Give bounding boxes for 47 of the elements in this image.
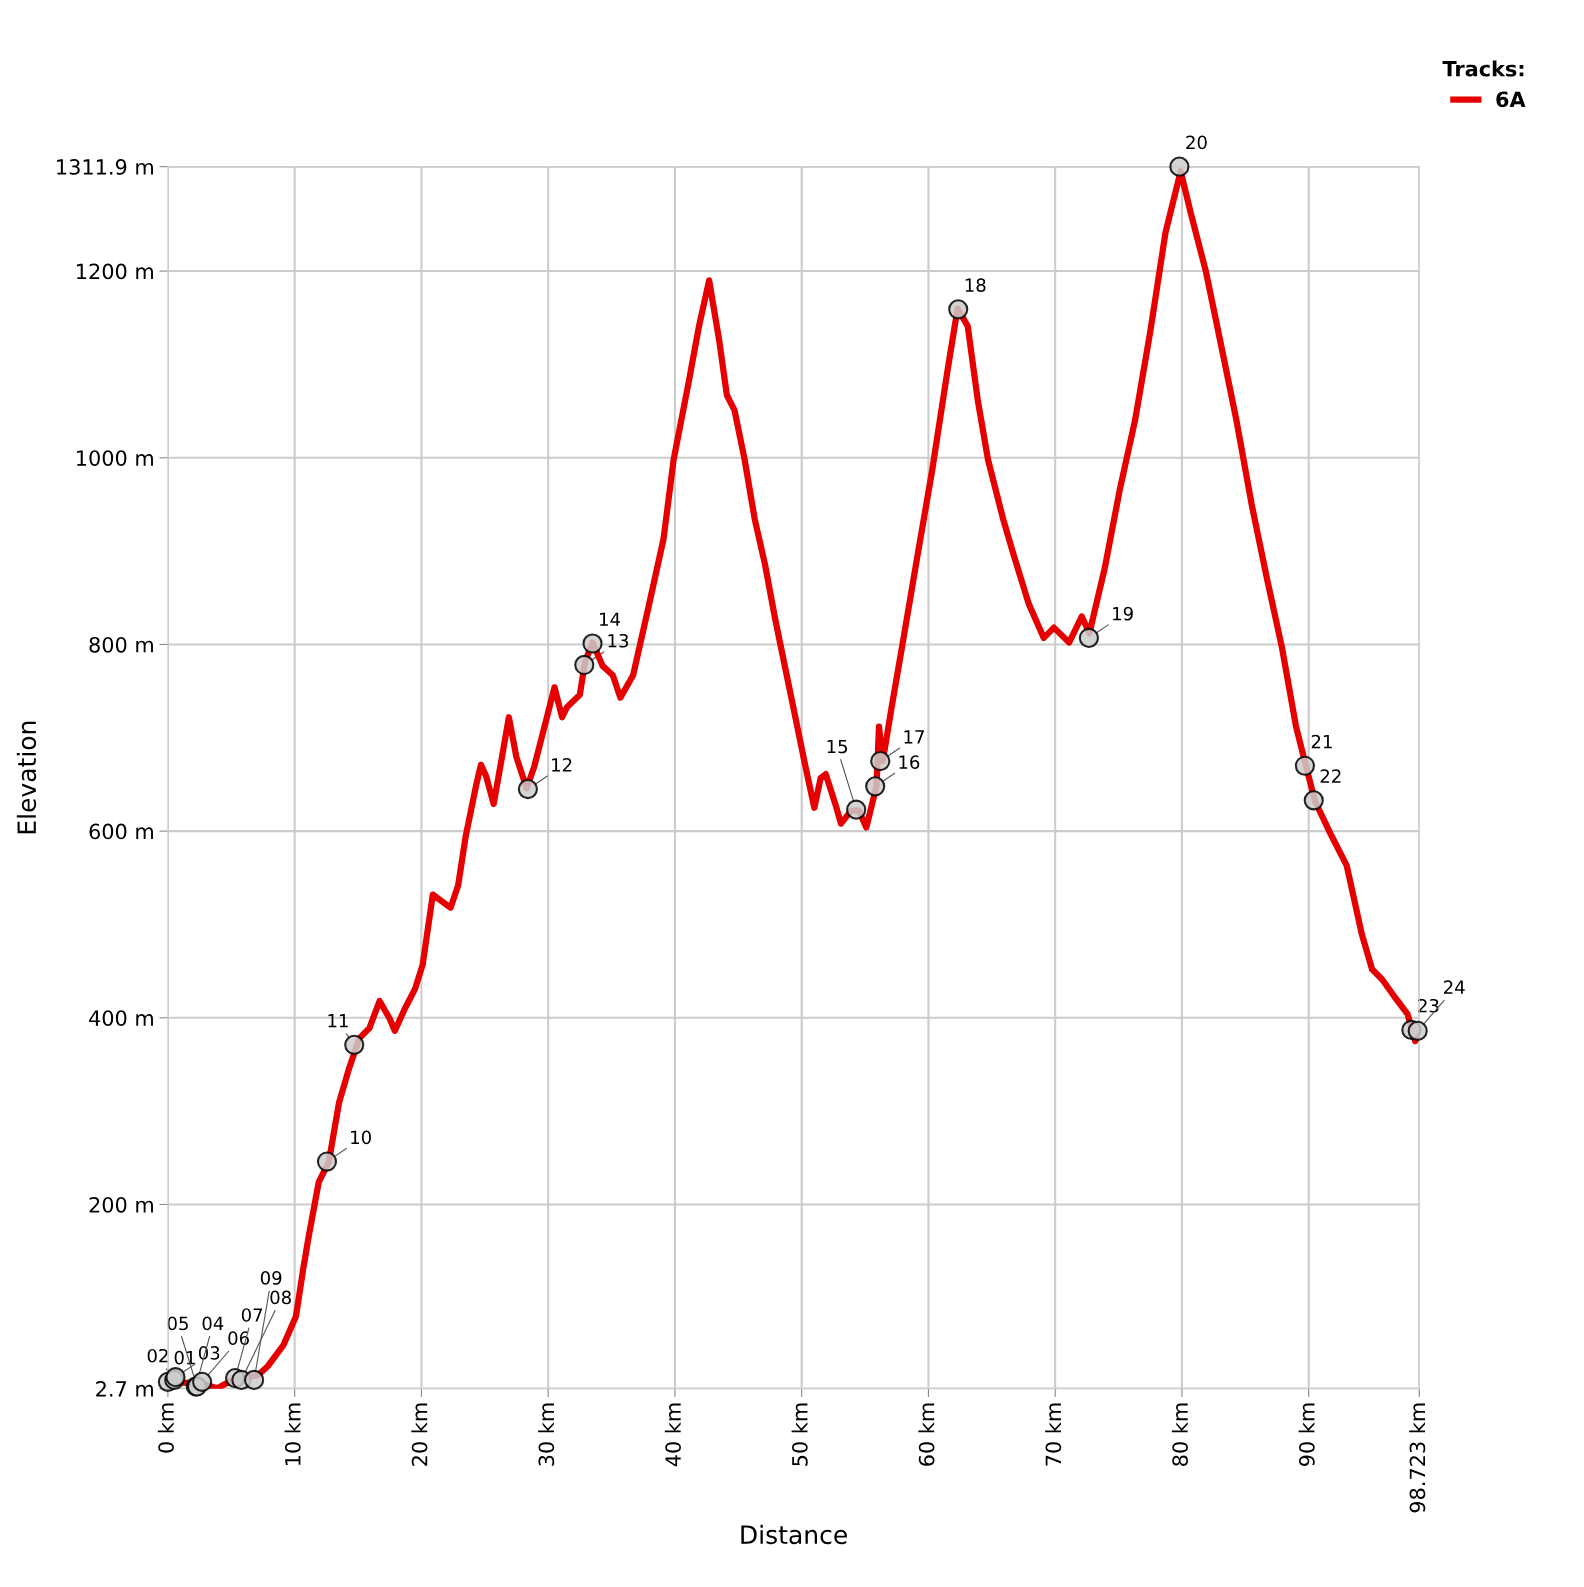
annotation: 16 bbox=[899, 755, 920, 769]
y-tick-label: 1200 m bbox=[77, 263, 153, 280]
y-tick-label: 600 m bbox=[89, 823, 153, 840]
x-tick-label: 30 km bbox=[538, 1403, 555, 1466]
y-tick-label: 1311.9 m bbox=[57, 159, 153, 175]
annotation: 13 bbox=[608, 633, 629, 648]
x-tick-label: 20 km bbox=[411, 1403, 428, 1466]
annotation: 19 bbox=[1113, 606, 1133, 621]
y-tick-label: 1000 m bbox=[77, 450, 153, 466]
y-axis-title: Elevation bbox=[16, 721, 37, 834]
annotation: 18 bbox=[965, 278, 986, 292]
legend-label: 6A bbox=[1496, 91, 1526, 108]
annotation: 23 bbox=[1418, 998, 1439, 1013]
x-tick-label: 98.723 km bbox=[1409, 1403, 1426, 1513]
annotation: 22 bbox=[1320, 769, 1341, 783]
x-tick-label: 60 km bbox=[918, 1403, 935, 1466]
x-tick-label: 50 km bbox=[791, 1403, 808, 1466]
y-tick-label: 400 m bbox=[89, 1010, 153, 1026]
annotation: 10 bbox=[351, 1130, 371, 1145]
annotation: 20 bbox=[1186, 135, 1207, 150]
annotation: 04 bbox=[202, 1316, 224, 1331]
x-tick-label: 10 km bbox=[284, 1403, 301, 1466]
annotation: 03 bbox=[198, 1346, 220, 1360]
y-tick-label: 800 m bbox=[89, 636, 153, 653]
x-axis-title: Distance bbox=[741, 1524, 847, 1545]
y-tick-label: 200 m bbox=[89, 1196, 153, 1213]
legend-title: Tracks: bbox=[1442, 60, 1524, 77]
annotation: 17 bbox=[904, 730, 924, 744]
annotation: 21 bbox=[1311, 734, 1332, 749]
annotation: 15 bbox=[827, 739, 848, 754]
x-tick-label: 90 km bbox=[1298, 1403, 1315, 1466]
annotation: 11 bbox=[328, 1014, 348, 1028]
x-tick-label: 80 km bbox=[1171, 1403, 1188, 1466]
annotation: 02 bbox=[147, 1348, 168, 1363]
x-tick-label: 70 km bbox=[1045, 1403, 1062, 1466]
x-tick-label: 40 km bbox=[664, 1403, 681, 1467]
annotation: 12 bbox=[552, 758, 572, 772]
annotation: 07 bbox=[241, 1308, 263, 1322]
annotation: 14 bbox=[600, 612, 621, 626]
annotation: 09 bbox=[260, 1271, 282, 1285]
annotation: 08 bbox=[270, 1290, 291, 1305]
x-tick-label: 0 km bbox=[157, 1403, 174, 1453]
annotation: 24 bbox=[1444, 980, 1465, 994]
annotation: 01 bbox=[174, 1350, 195, 1365]
y-tick-label: 2.7 m bbox=[96, 1381, 153, 1397]
annotation: 05 bbox=[167, 1316, 188, 1331]
annotation: 06 bbox=[228, 1331, 249, 1345]
